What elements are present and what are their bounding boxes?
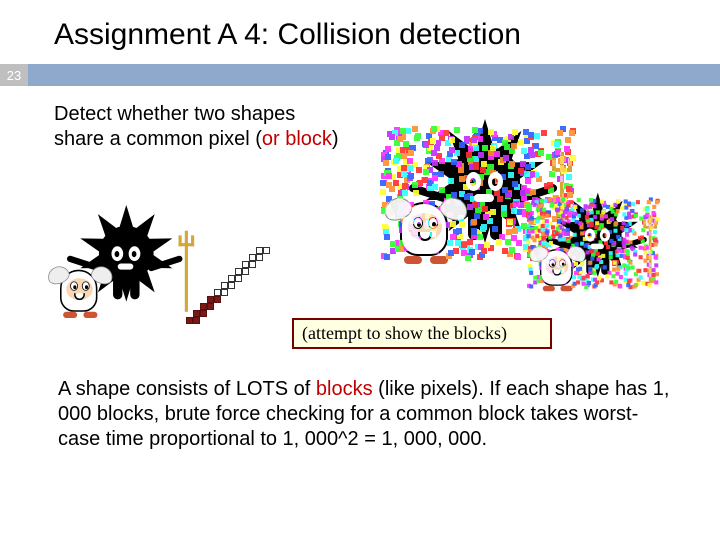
slide-title: Assignment A 4: Collision detection [0, 0, 720, 64]
sprite-plain [60, 226, 200, 320]
intro-line1: Detect whether two shapes [54, 103, 295, 125]
page-stripe [28, 64, 720, 86]
caption-box: (attempt to show the blocks) [292, 318, 552, 349]
intro-line2-highlight: or block [262, 128, 332, 150]
sprite-blocks-small [540, 211, 662, 293]
intro-line2-prefix: share a common pixel ( [54, 128, 262, 150]
bottom-prefix: A shape consists of LOTS of [58, 378, 316, 400]
page-bar: 23 [0, 64, 720, 86]
illustration-area: (attempt to show the blocks) [0, 156, 720, 371]
bottom-text: A shape consists of LOTS of blocks (like… [0, 371, 720, 452]
bottom-highlight: blocks [316, 378, 373, 400]
intro-text: Detect whether two shapes share a common… [0, 86, 720, 156]
caption-text: (attempt to show the blocks) [302, 323, 507, 343]
intro-line2-suffix: ) [332, 128, 339, 150]
page-number: 23 [0, 64, 28, 86]
